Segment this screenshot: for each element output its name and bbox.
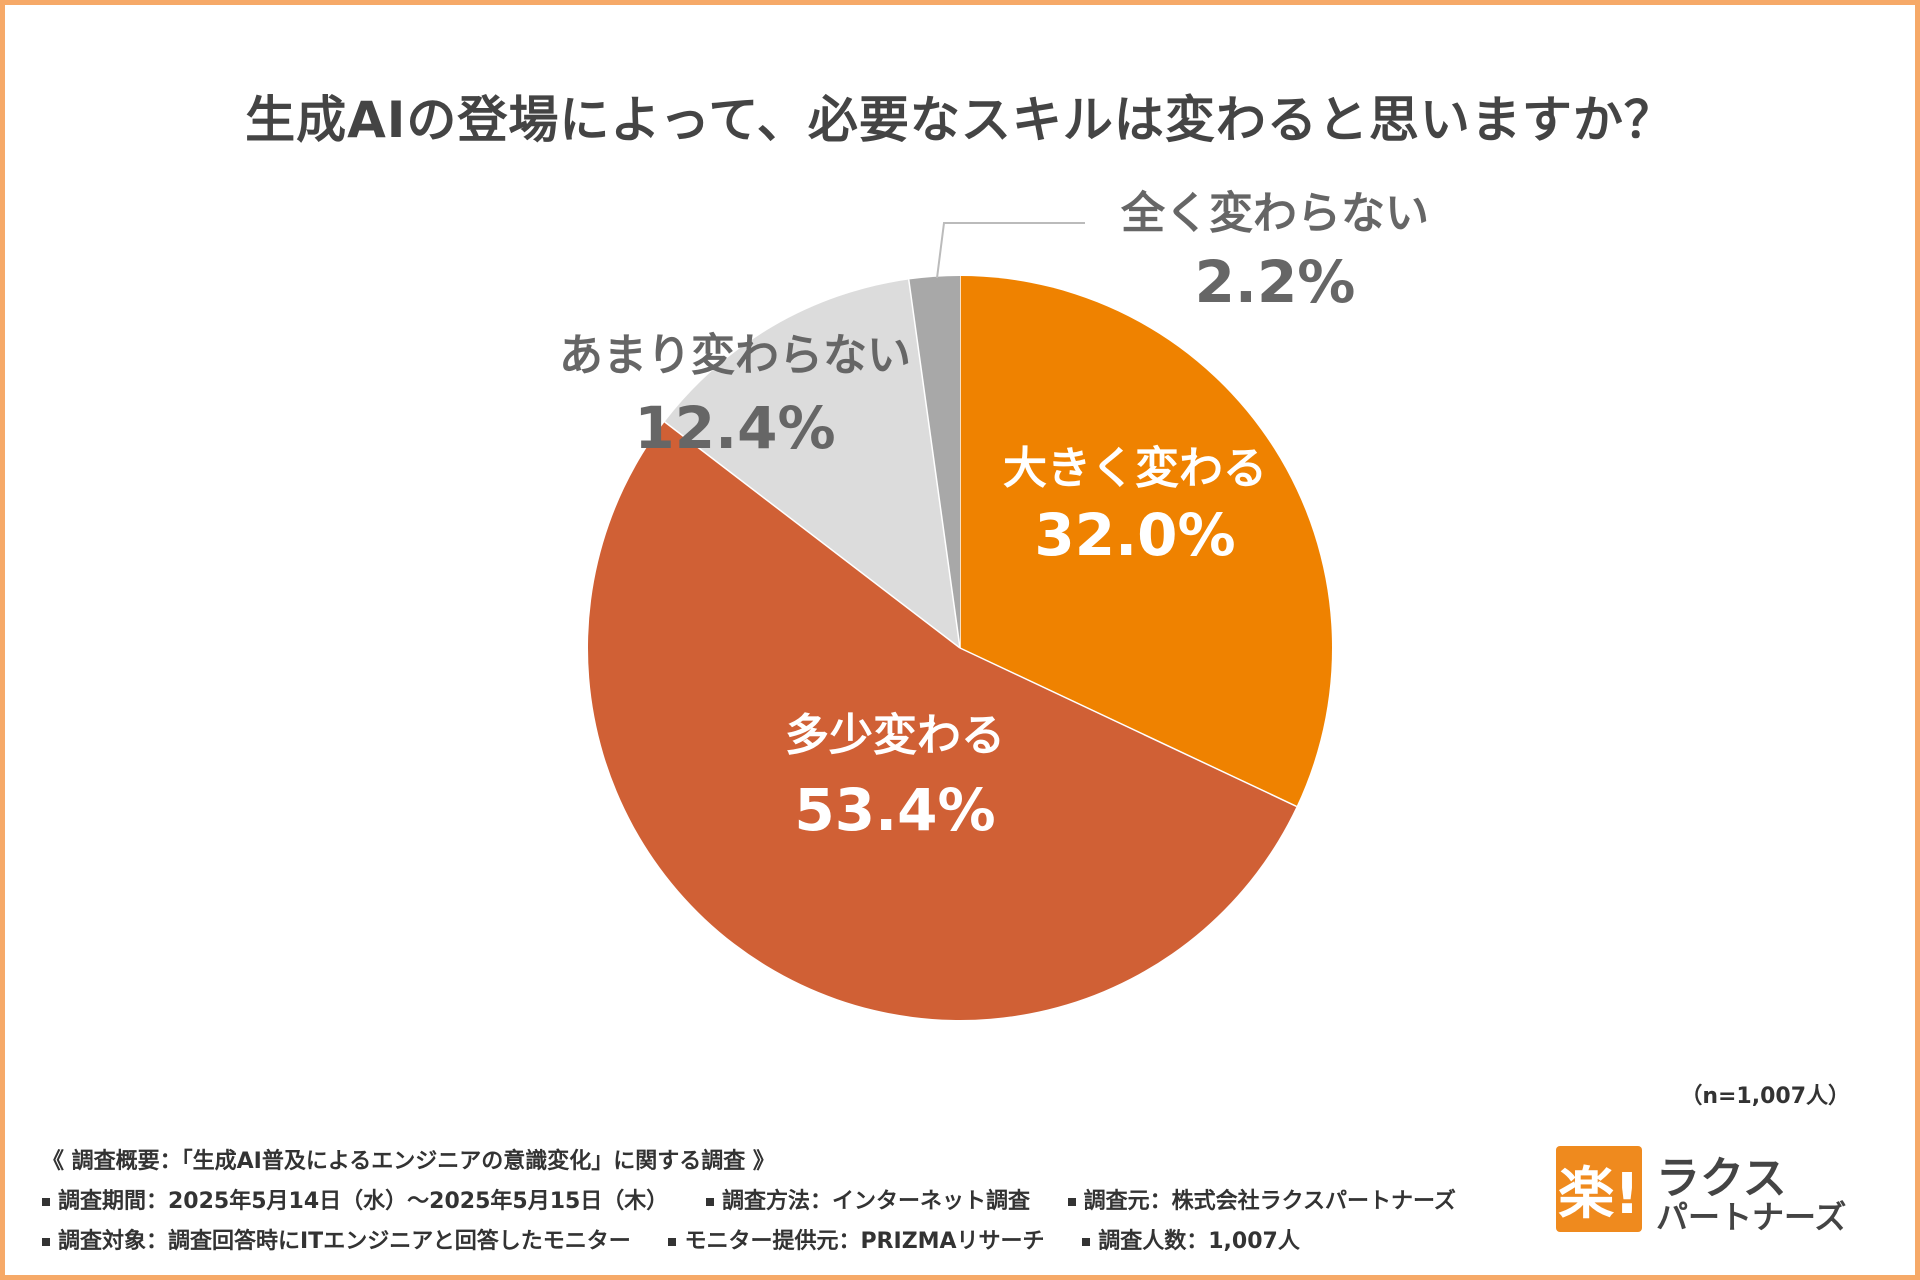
survey-row-2: 調査対象：調査回答時にITエンジニアと回答したモニター モニター提供元：PRIZ… [42, 1222, 1456, 1262]
pie-slice-2 [588, 421, 1297, 1020]
survey-row-1: 調査期間：2025年5月14日（水）～2025年5月15日（木） 調査方法：イン… [42, 1182, 1456, 1222]
slice-label-3: あまり変わらない [559, 330, 911, 381]
pie-slice-1 [960, 276, 1332, 807]
survey-organizer: 調査元：株式会社ラクスパートナーズ [1083, 1189, 1456, 1214]
survey-count: 調査人数：1,007人 [1098, 1229, 1300, 1254]
logo-name-line2: パートナーズ [1656, 1198, 1847, 1236]
bullet-icon [1082, 1238, 1091, 1246]
slice-value-2: 53.4% [794, 776, 995, 844]
slice-separator [907, 279, 961, 649]
survey-heading: 《 調査概要：「生成AI普及によるエンジニアの意識変化」に関する調査 》 [42, 1149, 775, 1174]
survey-target: 調査対象：調査回答時にITエンジニアと回答したモニター [58, 1229, 631, 1254]
slice-separator [664, 421, 961, 649]
pie-slice-3 [664, 279, 960, 648]
leader-line [936, 222, 1085, 279]
slice-value-4: 2.2% [1195, 248, 1356, 316]
survey-period: 調査期間：2025年5月14日（水）～2025年5月15日（木） [58, 1189, 669, 1214]
slice-separator [959, 647, 1297, 808]
bullet-icon [705, 1198, 714, 1206]
survey-summary: 《 調査概要：「生成AI普及によるエンジニアの意識変化」に関する調査 》 調査期… [42, 1142, 1456, 1262]
slice-label-1: 大きく変わる [1003, 443, 1267, 494]
slice-label-4: 全く変わらない [1120, 188, 1429, 239]
logo-mark-icon: 楽! [1556, 1146, 1642, 1232]
bullet-icon [668, 1238, 677, 1246]
logo-name-line1: ラクス [1656, 1153, 1787, 1204]
bullet-icon [42, 1238, 50, 1246]
slice-value-1: 32.0% [1034, 501, 1235, 569]
sample-size-note: （n=1,007人） [1680, 1084, 1850, 1109]
slice-label-2: 多少変わる [785, 710, 1005, 761]
bullet-icon [42, 1198, 50, 1206]
company-logo: 楽! ラクス パートナーズ [1556, 1146, 1886, 1236]
chart-title: 生成AIの登場によって、必要なスキルは変わると思いますか？ [245, 91, 1675, 149]
bullet-icon [1067, 1198, 1076, 1206]
survey-provider: モニター提供元：PRIZMAリサーチ [684, 1229, 1045, 1254]
survey-method: 調査方法：インターネット調査 [721, 1189, 1030, 1214]
slice-value-3: 12.4% [634, 394, 835, 462]
